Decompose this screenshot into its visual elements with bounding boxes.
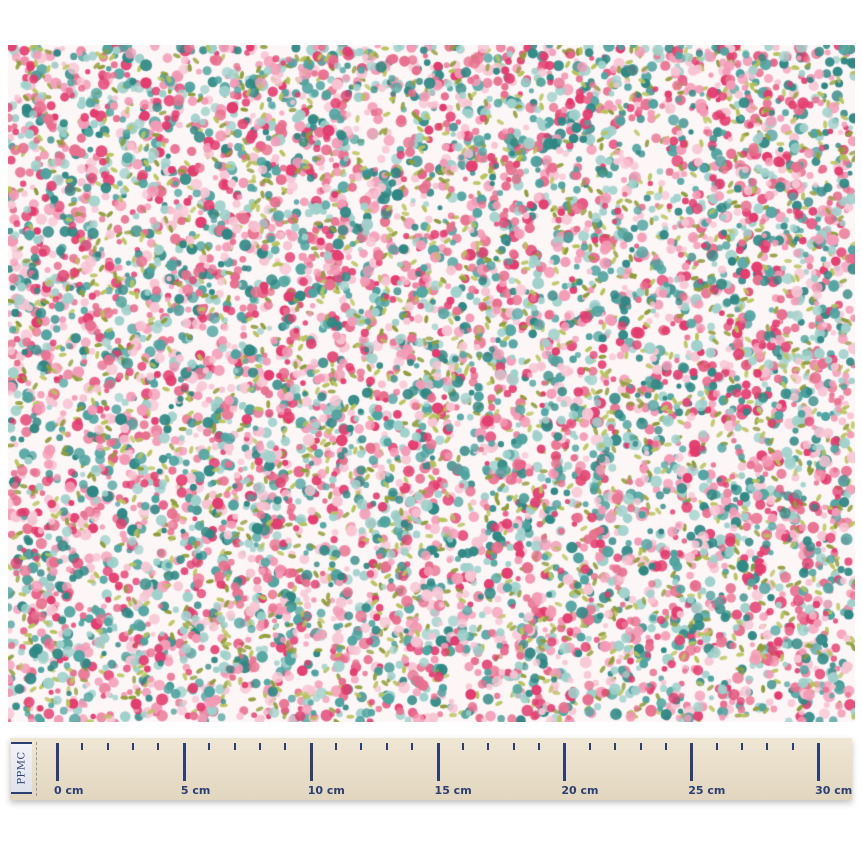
- minor-tick: [284, 743, 287, 750]
- major-tick: [817, 743, 821, 781]
- minor-tick: [639, 743, 642, 750]
- measurement-ruler: PPMC 0 cm 5 cm 10 cm 15 cm 20 cm 25 cm 30 cm: [10, 738, 852, 800]
- minor-tick: [538, 743, 541, 750]
- major-tick: [690, 743, 694, 781]
- ruler-label: 0 cm: [54, 784, 84, 797]
- major-tick: [182, 743, 186, 781]
- brand-logo: PPMC: [11, 742, 32, 794]
- ruler-label: 5 cm: [180, 784, 211, 797]
- major-tick: [56, 743, 59, 781]
- ruler-label: 10 cm: [307, 784, 345, 797]
- ruler-label: 25 cm: [688, 784, 726, 797]
- floral-fabric-swatch: [8, 45, 855, 722]
- minor-tick: [233, 743, 236, 750]
- ruler-label: 30 cm: [815, 784, 853, 797]
- ruler-divider: [36, 742, 37, 796]
- minor-tick: [461, 743, 464, 750]
- ruler-label: 20 cm: [561, 784, 599, 797]
- minor-tick: [157, 743, 160, 750]
- major-tick: [563, 743, 567, 781]
- minor-tick: [132, 743, 135, 750]
- major-tick: [436, 743, 440, 781]
- minor-tick: [614, 743, 617, 750]
- minor-tick: [588, 743, 591, 750]
- minor-tick: [740, 743, 743, 750]
- minor-tick: [335, 743, 338, 750]
- ruler-label: 15 cm: [434, 784, 472, 797]
- minor-tick: [106, 743, 109, 750]
- minor-tick: [81, 743, 84, 750]
- minor-tick: [385, 743, 388, 750]
- minor-tick: [487, 743, 490, 750]
- major-tick: [309, 743, 313, 781]
- minor-tick: [411, 743, 414, 750]
- minor-tick: [791, 743, 794, 750]
- minor-tick: [766, 743, 769, 750]
- minor-tick: [512, 743, 515, 750]
- minor-tick: [664, 743, 667, 750]
- minor-tick: [360, 743, 363, 750]
- minor-tick: [208, 743, 211, 750]
- brand-label: PPMC: [16, 751, 27, 785]
- minor-tick: [258, 743, 261, 750]
- minor-tick: [715, 743, 718, 750]
